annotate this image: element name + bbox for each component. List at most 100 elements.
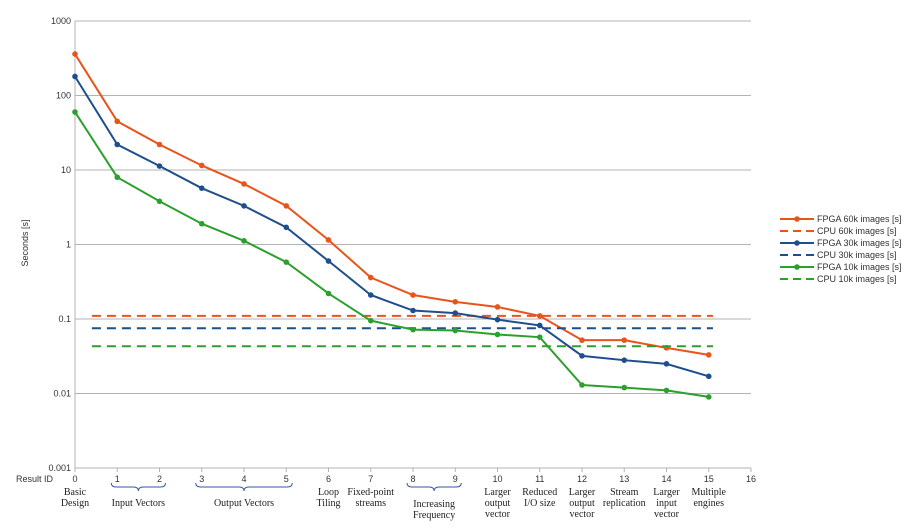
annotation-label: Basic Design [61,487,89,509]
data-point [579,337,585,343]
data-point [241,181,247,187]
data-point [452,310,459,316]
x-tick-label: 6 [326,474,331,484]
x-tick-label: 9 [453,474,458,484]
series-group [72,51,713,400]
annotation-label: Loop Tiling [316,487,340,509]
annotation-label: Larger output vector [484,487,511,520]
annotation-label: Multiple engines [692,487,727,509]
annotation-line: vector [485,509,511,520]
annotation-line: Stream [610,487,639,498]
data-point [410,292,416,298]
annotation-line: vector [570,509,596,520]
fpga-series-line [74,111,709,398]
x-tick-label: 3 [199,474,204,484]
annotation-label: Reduced I/O size [522,487,557,509]
legend-item-1: CPU 60k images [s] [780,226,897,236]
y-tick-label: 0.1 [58,314,71,324]
x-tick-label: 11 [535,474,544,484]
annotation-line: Tiling [316,498,340,509]
data-point [72,109,78,115]
y-tick-label: 0.001 [48,463,71,473]
y-axis-label: Seconds [s] [20,219,30,266]
data-point [705,394,712,400]
x-tick-label: 1 [115,474,120,484]
annotation-line: Input Vectors [112,498,166,509]
legend-marker [794,216,800,222]
annotation-line: Larger [653,487,680,498]
data-point [410,326,416,333]
data-point [114,141,121,148]
annotation-line: Reduced [522,487,557,498]
data-point [536,334,543,340]
data-point [494,331,501,338]
data-point [536,313,543,319]
x-tick-label: 16 [746,474,756,484]
y-axis: 0.001 0.01 0.1 1 10 100 1000 [48,16,76,473]
data-point [156,198,163,205]
series-2 [72,73,712,380]
annotation-line: Design [61,498,89,509]
legend-item-3: CPU 30k images [s] [780,250,897,260]
legend: FPGA 60k images [s] CPU 60k images [s] FPG… [780,214,902,284]
data-point [621,337,628,343]
legend-label: CPU 30k images [s] [817,250,897,260]
annotation-line: Loop [318,487,339,498]
data-point [621,357,628,363]
annotation-label: Increasing Frequency [413,499,455,521]
x-tick-label: 5 [284,474,289,484]
annotation-line: replication [603,498,646,509]
x-tick-label: 14 [661,474,671,484]
data-point [579,382,585,388]
annotations: Basic Design Input Vectors Output Vectors Lo… [61,482,727,521]
data-point [536,322,543,329]
annotation-label: Larger input vector [653,487,680,520]
annotation-label: Stream replication [603,487,646,509]
legend-item-2: FPGA 30k images [s] [780,238,902,248]
annotation-line: Multiple [692,487,727,498]
legend-label: CPU 10k images [s] [817,274,897,284]
annotation-line: Fixed-point [347,487,394,498]
legend-label: CPU 60k images [s] [817,226,897,236]
x-tick-label: 12 [577,474,587,484]
x-tick-label: 13 [619,474,629,484]
data-point [621,384,628,391]
fpga-series-line [74,75,710,378]
x-tick-label: 10 [492,474,502,484]
data-point [283,259,290,265]
data-point [367,274,374,281]
data-point [325,237,332,243]
annotation-line: Frequency [413,510,455,521]
annotation-line: Output Vectors [214,498,274,509]
x-axis-title: Result ID [16,474,54,484]
annotation-label: Input Vectors [112,498,166,509]
x-tick-label: 7 [368,474,373,484]
data-point [198,185,205,191]
data-point [72,73,78,80]
data-point [367,292,374,298]
data-point [325,258,332,264]
x-tick-label: 2 [157,474,162,484]
data-point [241,238,247,244]
data-point [283,224,290,231]
series-0 [72,51,712,358]
x-axis: 0 1 2 3 4 5 6 7 8 9 10 11 12 13 14 15 16 [72,467,756,484]
y-tick-label: 100 [56,91,71,101]
fpga-series-line [74,53,709,356]
x-tick-label: 0 [72,474,77,484]
data-point [241,203,247,209]
data-point [156,141,163,148]
legend-item-0: FPGA 60k images [s] [780,214,902,224]
data-point [114,174,121,181]
annotation-line: output [569,498,595,509]
legend-marker [794,264,800,270]
annotation-label: Output Vectors [214,498,274,509]
data-point [579,353,585,359]
data-point [114,118,121,125]
data-point [72,51,78,57]
data-point [452,299,459,305]
x-tick-label: 15 [704,474,714,484]
annotation-line: Basic [64,487,87,498]
y-tick-label: 10 [61,165,71,175]
